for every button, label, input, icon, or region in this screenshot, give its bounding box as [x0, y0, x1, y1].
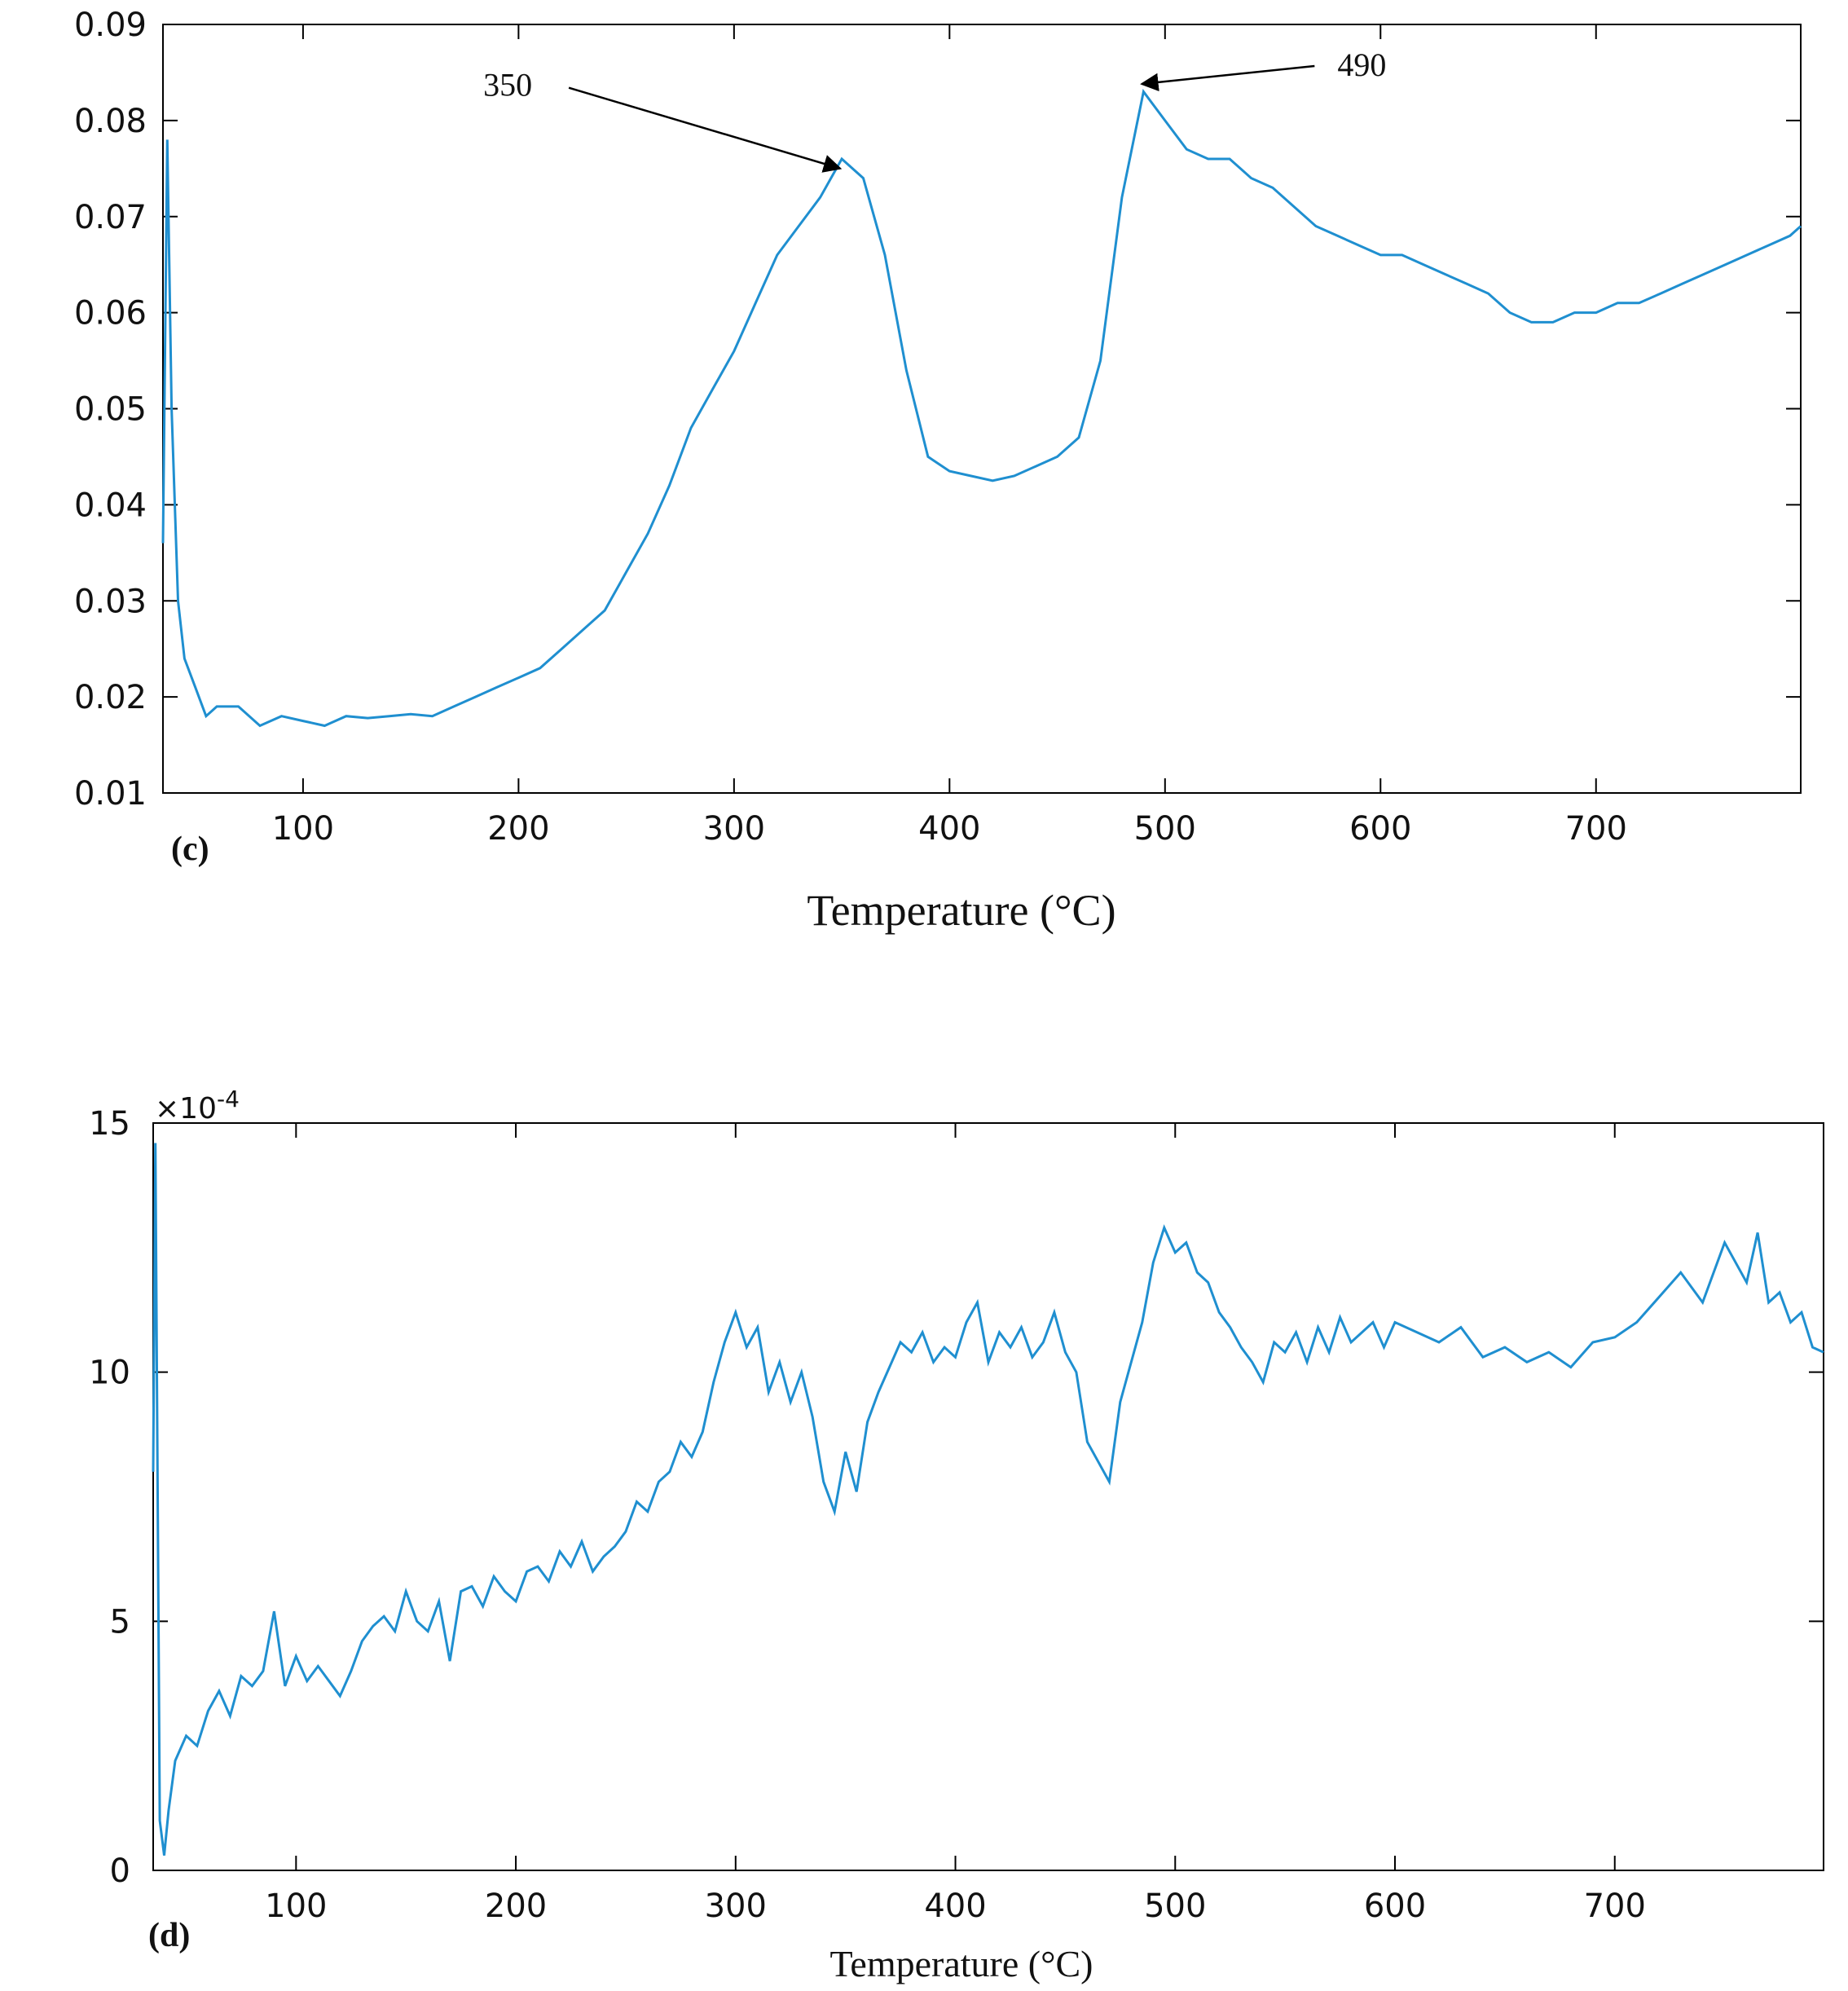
panel-label-d: (d)	[148, 1917, 190, 1954]
y-scale-multiplier-d: ×10-4	[155, 1086, 240, 1125]
x-axis-label-d: Temperature (°C)	[830, 1943, 1093, 1984]
y-tick-label: 0.04	[74, 487, 147, 524]
y-tick-label: 0.09	[74, 7, 147, 44]
x-tick-label: 700	[1584, 1887, 1646, 1925]
y-axis-ticks-d: 0 5 10 15	[89, 1105, 1824, 1890]
y-tick-label: 10	[89, 1354, 130, 1392]
y-tick-label: 0.07	[74, 199, 147, 236]
y-tick-label: 0.02	[74, 679, 147, 716]
x-axis-ticks-d: 100 200 300 400 500 600 700	[265, 1123, 1646, 1925]
annotation-arrow	[1140, 64, 1315, 92]
y-axis-ticks-c: 0.01 0.02 0.03 0.04 0.05 0.06 0.07 0.08 0.09	[74, 7, 1801, 813]
annotation-label: 490	[1337, 46, 1386, 83]
plot-frame-d	[152, 1122, 1824, 1871]
y-tick-label: 0.05	[74, 391, 147, 429]
x-tick-label: 600	[1364, 1887, 1426, 1925]
annotation-arrow	[568, 86, 843, 173]
data-line-d	[152, 1143, 1824, 1856]
peak-annotations-c: 350 490	[483, 46, 1386, 173]
x-tick-label: 500	[1134, 810, 1196, 848]
data-line-c	[161, 88, 1802, 728]
x-tick-label: 300	[705, 1887, 767, 1925]
y-tick-label: 0.01	[74, 775, 147, 813]
x-tick-label: 100	[272, 810, 334, 848]
panel-label-c: (c)	[171, 830, 209, 868]
x-tick-label: 200	[485, 1887, 547, 1925]
x-tick-label: 700	[1565, 810, 1627, 848]
x-axis-ticks-c: 100 200 300 400 500 600 700	[272, 24, 1627, 848]
plot-frame-c	[162, 24, 1802, 794]
chart-d: 0 5 10 15 100 200 300 400 500 600 700 ×10-4 (d) T…	[89, 1086, 1824, 1984]
y-tick-label: 0.08	[74, 103, 147, 140]
x-tick-label: 600	[1349, 810, 1411, 848]
annotation-label: 350	[483, 67, 532, 104]
x-tick-label: 400	[918, 810, 980, 848]
chart-c: 0.01 0.02 0.03 0.04 0.05 0.06 0.07 0.08 0.09 100…	[74, 7, 1802, 935]
y-tick-label: 5	[110, 1603, 130, 1641]
y-tick-label: 15	[89, 1105, 130, 1143]
x-tick-label: 500	[1144, 1887, 1206, 1925]
x-tick-label: 400	[924, 1887, 986, 1925]
x-axis-label-c: Temperature (°C)	[807, 886, 1115, 935]
x-tick-label: 100	[265, 1887, 327, 1925]
y-tick-label: 0.06	[74, 295, 147, 333]
x-tick-label: 300	[703, 810, 765, 848]
y-tick-label: 0	[110, 1852, 130, 1890]
x-tick-label: 200	[487, 810, 549, 848]
y-tick-label: 0.03	[74, 583, 147, 620]
